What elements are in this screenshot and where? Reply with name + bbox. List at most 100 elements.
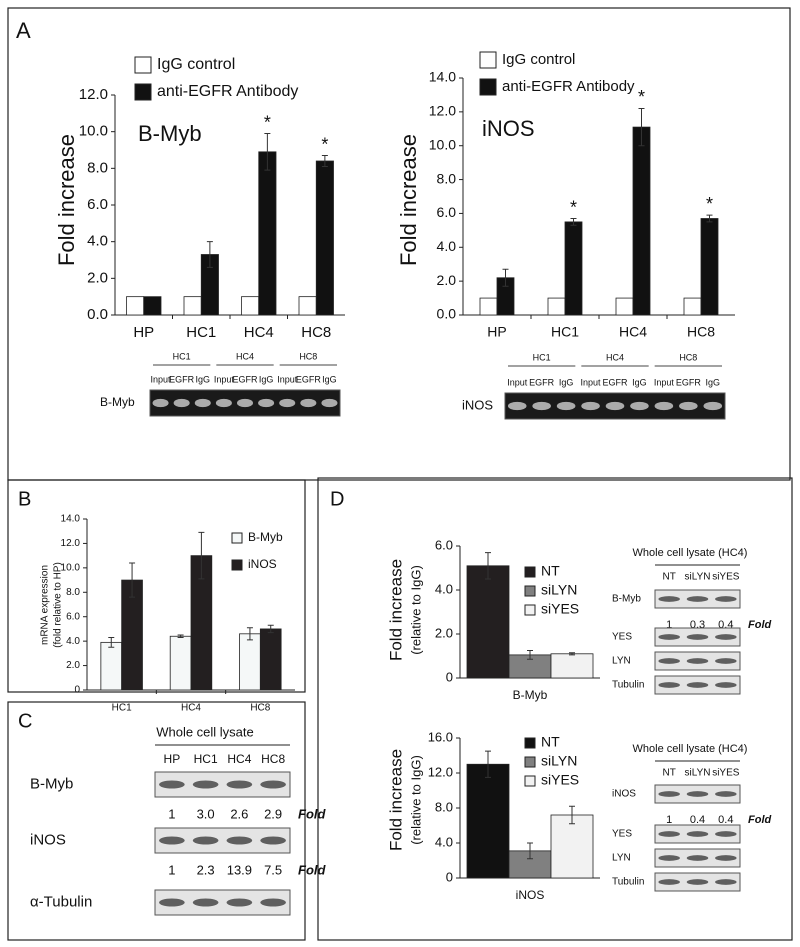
blot-lane: EGFR — [296, 374, 322, 384]
significance-marker: * — [638, 87, 645, 107]
y-tick-label: 10.0 — [79, 123, 108, 140]
blot-band — [173, 398, 190, 408]
blot-row-label: Tubulin — [612, 680, 644, 691]
legend-label: anti-EGFR Antibody — [502, 78, 635, 95]
blot-band — [686, 682, 709, 688]
error-bar — [502, 268, 509, 287]
x-tick-label: iNOS — [516, 888, 545, 902]
y-tick-label: 6.0 — [66, 611, 80, 622]
bar — [700, 218, 719, 316]
legend-label: IgG control — [502, 51, 575, 68]
blot-band — [192, 780, 219, 789]
fold-value: 1 — [168, 806, 175, 821]
y-tick-label: 4.0 — [435, 581, 453, 596]
blot-group: HC4 — [606, 352, 624, 362]
x-tick-label: HC1 — [186, 324, 216, 341]
error-bar — [108, 636, 115, 648]
significance-marker: * — [264, 112, 271, 132]
blot-band — [226, 898, 253, 907]
chart-title: B-Myb — [138, 121, 202, 146]
y-tick-label: 2.0 — [435, 625, 453, 640]
blot-row-label: α-Tubulin — [30, 893, 92, 910]
fold-value: 3.0 — [197, 806, 215, 821]
blot-band — [532, 401, 551, 411]
error-bar — [485, 750, 491, 778]
y-tick-label: 6.0 — [437, 204, 457, 220]
bar — [259, 628, 282, 691]
fold-value: 2.6 — [230, 806, 248, 821]
y-tick-label: 16.0 — [428, 729, 453, 744]
x-tick-label: HP — [487, 324, 506, 340]
blot-band — [686, 658, 709, 664]
y-axis-label: (fold relative to HP) — [53, 562, 64, 648]
fold-value: 1 — [666, 814, 672, 826]
blot-row-label: B-Myb — [30, 775, 73, 792]
y-tick-label: 2.0 — [87, 269, 108, 286]
blot-band — [686, 831, 709, 837]
blot-lane: Input — [214, 374, 235, 384]
blot-band — [658, 831, 680, 837]
y-tick-label: 14.0 — [61, 514, 81, 525]
blot-lane: NT — [662, 572, 675, 583]
blot-band — [703, 401, 723, 411]
y-tick-label: 2.0 — [66, 660, 80, 671]
blot-row-label: YES — [612, 829, 632, 840]
blot-band — [507, 401, 527, 411]
legend-label: NT — [541, 563, 560, 579]
blot-band — [192, 898, 219, 907]
blot-band — [686, 596, 709, 602]
blot-lane: siYES — [712, 768, 740, 779]
error-bar — [527, 650, 533, 660]
blot-lane: NT — [662, 768, 675, 779]
fold-value: 2.9 — [264, 806, 282, 821]
error-bar — [246, 627, 253, 641]
y-tick-label: 0 — [446, 869, 453, 884]
blot-band — [630, 401, 649, 411]
blot-lane: EGFR — [529, 377, 555, 387]
y-tick-label: 10.0 — [61, 562, 81, 573]
blot-band — [686, 855, 709, 861]
y-tick-label: 12.0 — [79, 86, 108, 103]
blot-band — [226, 780, 253, 789]
error-bar — [638, 107, 645, 147]
panel-frame — [7, 7, 791, 481]
y-tick-label: 0.0 — [87, 306, 108, 323]
blot-lane: IgG — [322, 374, 337, 384]
panel-label: D — [330, 488, 344, 510]
blot-band — [260, 836, 286, 845]
error-bar — [321, 155, 328, 167]
y-tick-label: 6.0 — [435, 537, 453, 552]
legend-label: siYES — [541, 772, 579, 788]
bar — [547, 297, 566, 316]
blot-group: HC1 — [173, 351, 191, 361]
blot-row-label: iNOS — [612, 789, 636, 800]
fold-label: Fold — [748, 619, 771, 631]
error-bar — [569, 805, 575, 825]
fold-value: 1 — [666, 619, 672, 631]
blot-band — [658, 791, 680, 797]
legend-swatch — [524, 566, 536, 578]
legend-label: siLYN — [541, 753, 577, 769]
blot-group: HC1 — [533, 352, 551, 362]
blot-lane: siLYN — [685, 572, 711, 583]
blot-lane: Input — [654, 377, 675, 387]
blot-band — [654, 401, 674, 411]
fold-label: Fold — [748, 814, 771, 826]
bar — [126, 296, 145, 316]
chart-title: iNOS — [482, 116, 535, 141]
panel-frame — [317, 477, 793, 941]
blot-band — [152, 398, 169, 408]
blot-row-label: LYN — [612, 656, 631, 667]
legend-label: siLYN — [541, 582, 577, 598]
blot-lane: HP — [164, 752, 181, 766]
x-tick-label: HC8 — [687, 324, 715, 340]
x-tick-label: HC1 — [112, 703, 132, 714]
legend-swatch — [479, 51, 497, 69]
bar — [258, 151, 277, 316]
blot-title: Whole cell lysate (HC4) — [633, 743, 748, 755]
y-tick-label: 12.0 — [428, 764, 453, 779]
blot-group: HC8 — [679, 352, 697, 362]
significance-marker: * — [706, 194, 713, 214]
error-bar — [706, 214, 713, 223]
bar — [632, 126, 651, 316]
